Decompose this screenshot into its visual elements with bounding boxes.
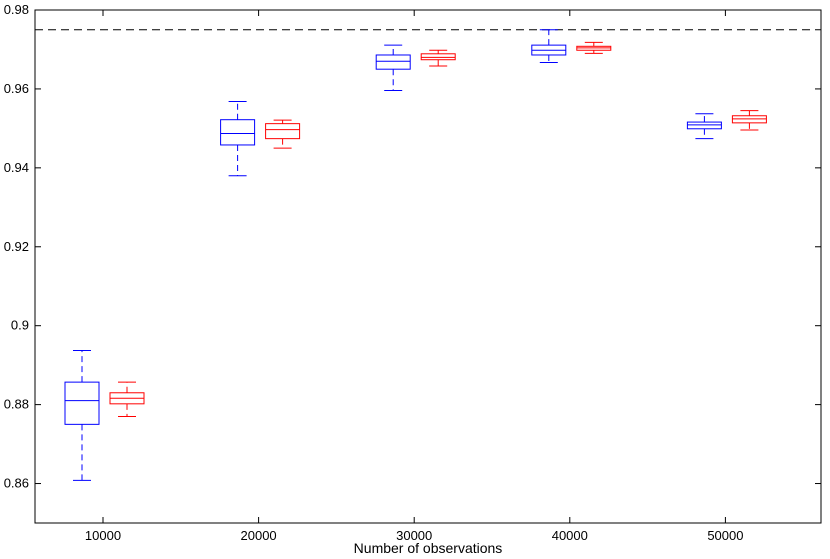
iqr-box — [265, 123, 301, 140]
box-0-3 — [531, 29, 567, 63]
y-tick-label: 0.86 — [4, 476, 29, 491]
iqr-box — [420, 53, 456, 61]
y-tick-label: 0.96 — [4, 81, 29, 96]
box-0-2 — [375, 44, 411, 92]
box-1-2 — [420, 49, 456, 67]
iqr-box — [64, 381, 100, 425]
x-axis: 10000 20000 30000 40000 50000 — [85, 10, 743, 543]
box-0-0 — [64, 350, 100, 481]
y-tick-label: 0.98 — [4, 2, 29, 17]
y-tick-label: 0.92 — [4, 239, 29, 254]
iqr-box — [686, 121, 722, 130]
box-0-4 — [686, 113, 722, 140]
box-1-3 — [576, 41, 612, 54]
iqr-box — [220, 119, 256, 146]
y-tick-label: 0.88 — [4, 397, 29, 412]
y-tick-label: 0.94 — [4, 160, 29, 175]
y-tick-label: 0.9 — [11, 318, 29, 333]
y-axis: 0.86 0.88 0.9 0.92 0.94 0.96 0.98 — [4, 2, 821, 491]
x-tick-label: 20000 — [241, 528, 277, 543]
box-1-1 — [265, 119, 301, 149]
x-tick-label: 40000 — [552, 528, 588, 543]
box-1-4 — [731, 110, 767, 131]
plot-frame — [34, 9, 822, 524]
box-1-0 — [109, 381, 145, 417]
x-tick-label: 30000 — [396, 528, 432, 543]
x-tick-label: 10000 — [85, 528, 121, 543]
box-0-1 — [220, 101, 256, 177]
plot-marks — [35, 29, 821, 481]
x-tick-label: 50000 — [707, 528, 743, 543]
x-axis-label: Number of observations — [354, 540, 503, 556]
iqr-box — [375, 54, 411, 70]
